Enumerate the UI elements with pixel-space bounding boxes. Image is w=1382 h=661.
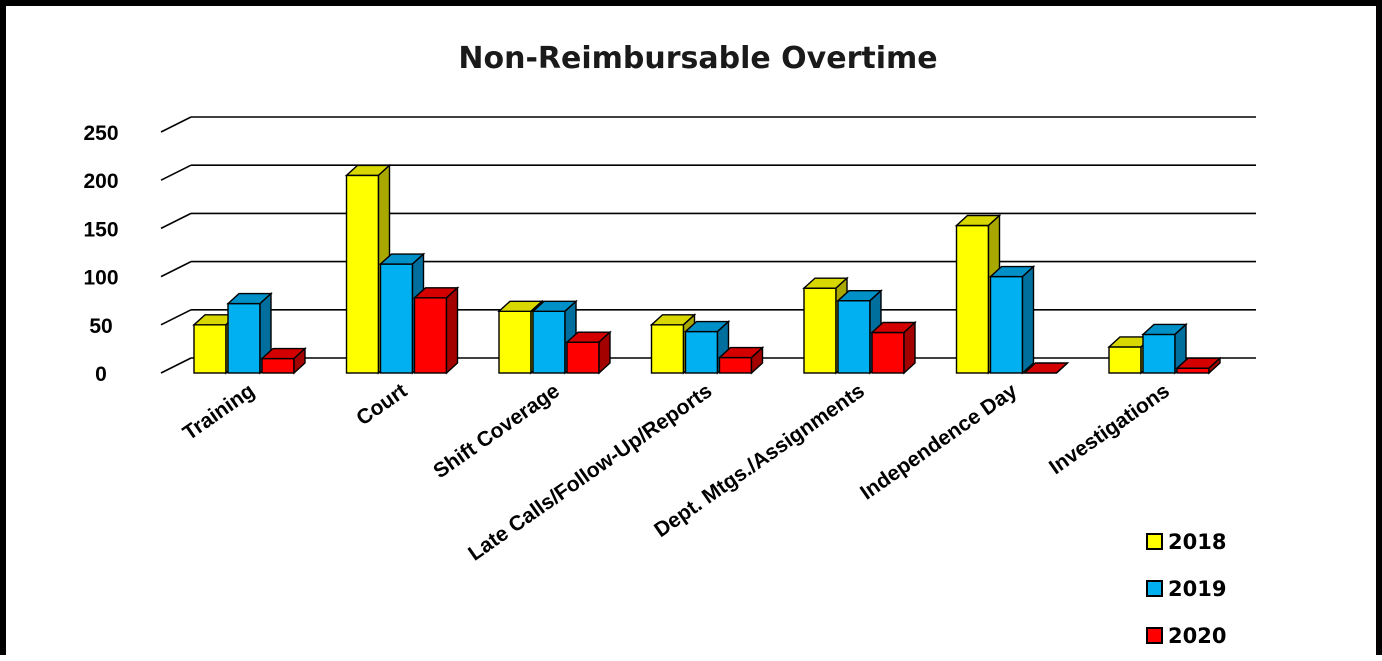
x-tick-label: Shift Coverage bbox=[429, 379, 564, 483]
y-tick-label: 0 bbox=[95, 363, 107, 386]
gridline-depth-200 bbox=[160, 164, 192, 181]
y-tick-label: 200 bbox=[83, 170, 118, 193]
bar-2020-1 bbox=[412, 286, 460, 375]
x-tick-label: Training bbox=[179, 379, 259, 445]
y-tick-label: 250 bbox=[83, 122, 118, 145]
gridline-depth-150 bbox=[160, 212, 192, 230]
bar-2020-0 bbox=[260, 346, 307, 375]
legend-swatch bbox=[1146, 533, 1163, 550]
y-tick-label: 100 bbox=[83, 267, 118, 290]
bar-2020-3 bbox=[717, 345, 765, 375]
gridline-depth-50 bbox=[160, 309, 192, 326]
legend-swatch bbox=[1146, 627, 1163, 644]
legend-item-2018: 2018 bbox=[1146, 530, 1226, 554]
legend-item-2019: 2019 bbox=[1146, 577, 1226, 601]
bar-2020-6 bbox=[1175, 356, 1222, 375]
legend-label: 2020 bbox=[1168, 624, 1226, 648]
bar-2019-5 bbox=[988, 265, 1036, 375]
bar-2020-4 bbox=[870, 320, 917, 375]
y-tick-label: 50 bbox=[89, 315, 112, 338]
legend-swatch bbox=[1146, 580, 1163, 597]
gridline-depth-0 bbox=[160, 357, 192, 374]
chart: Non-Reimbursable Overtime 0 50 100 150 200 25… bbox=[83, 41, 1256, 648]
bar-2020-2 bbox=[565, 330, 612, 375]
gridline-depth-100 bbox=[160, 260, 192, 278]
legend-label: 2019 bbox=[1168, 577, 1226, 601]
x-tick-label: Investigations bbox=[1045, 379, 1174, 479]
legend-item-2020: 2020 bbox=[1146, 624, 1226, 648]
bar-2020-5 bbox=[1022, 362, 1070, 374]
chart-title: Non-Reimbursable Overtime bbox=[458, 41, 937, 76]
bar-2019-6 bbox=[1141, 322, 1188, 375]
x-tick-label: Independence Day bbox=[856, 379, 1021, 504]
x-tick-label: Late Calls/Follow-Up/Reports bbox=[464, 379, 716, 565]
gridline-depth-250 bbox=[160, 116, 192, 133]
y-tick-label: 150 bbox=[83, 218, 118, 241]
x-tick-label: Court bbox=[352, 379, 411, 430]
legend-label: 2018 bbox=[1168, 530, 1226, 554]
